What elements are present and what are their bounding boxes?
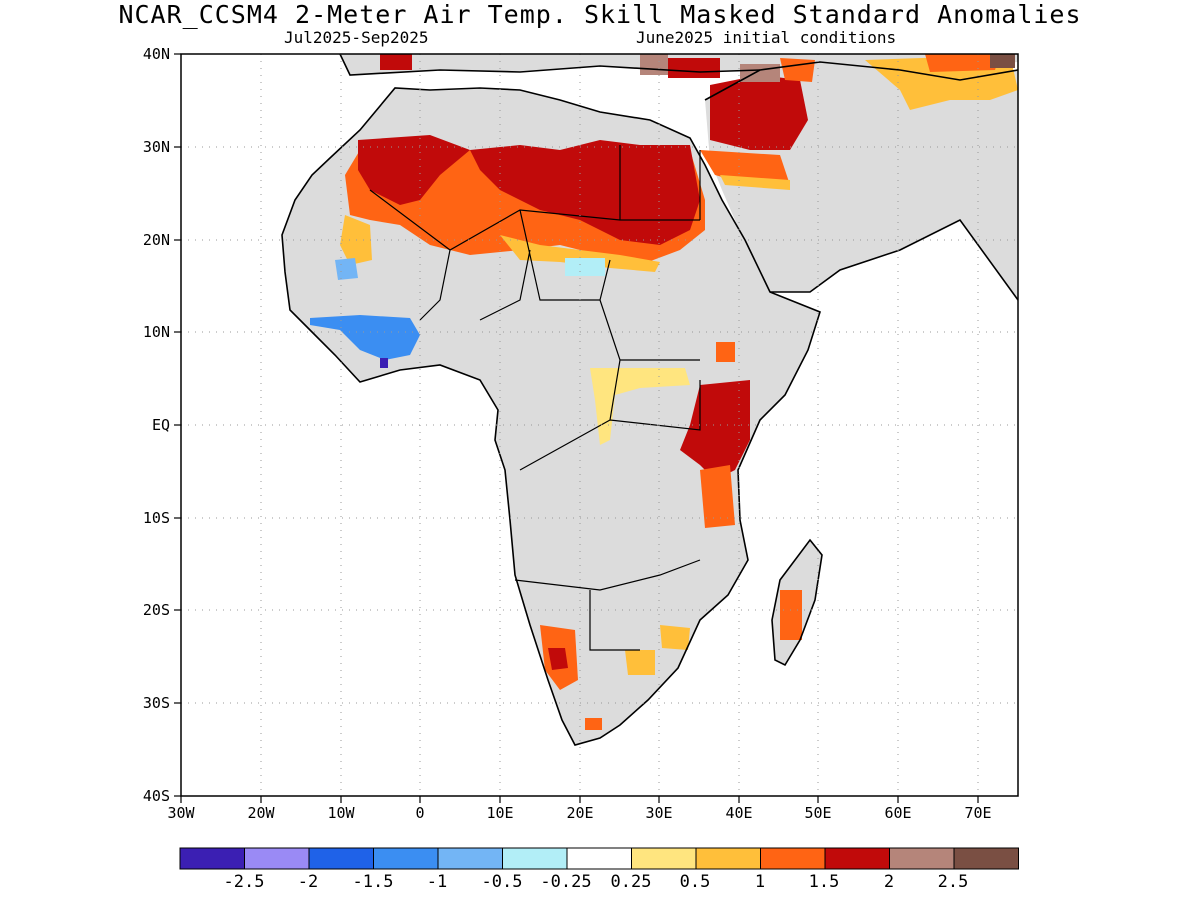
lat-label: 20S	[142, 601, 170, 619]
map-title: NCAR_CCSM4 2-Meter Air Temp. Skill Maske…	[118, 0, 1082, 29]
forecast-period: Jul2025-Sep2025	[284, 28, 429, 47]
colorbar-label: -2	[297, 872, 319, 892]
lon-label: 10E	[486, 804, 514, 822]
colorbar-label: 0.5	[679, 872, 711, 892]
colorbar-swatch	[889, 847, 955, 870]
lat-label: 20N	[142, 231, 170, 249]
lat-label: 10S	[142, 509, 170, 527]
lon-label: 10W	[327, 804, 355, 822]
lon-label: 70E	[964, 804, 992, 822]
colorbar-swatch	[244, 847, 310, 870]
lon-label: 40E	[725, 804, 753, 822]
lon-label: 50E	[804, 804, 832, 822]
lon-label: 20W	[247, 804, 275, 822]
lon-label: 0	[415, 804, 425, 822]
colorbar-swatch	[566, 847, 632, 870]
colorbar-label: 1.5	[808, 872, 840, 892]
colorbar-swatch	[502, 847, 568, 870]
colorbar-label: 2.5	[937, 872, 969, 892]
colorbar-swatch	[953, 847, 1019, 870]
colorbar-swatch	[373, 847, 439, 870]
lat-label: 40S	[142, 787, 170, 805]
colorbar-label: -1	[426, 872, 448, 892]
colorbar-swatch	[179, 847, 245, 870]
africa-landmass	[282, 88, 820, 745]
colorbar-swatch	[631, 847, 697, 870]
lat-label: 30N	[142, 138, 170, 156]
colorbar-label: -2.5	[223, 872, 265, 892]
colorbar-label: -1.5	[352, 872, 394, 892]
colorbar-label: 2	[883, 872, 895, 892]
colorbar-label: -0.5	[481, 872, 523, 892]
lon-label: 30E	[645, 804, 673, 822]
colorbar	[179, 847, 1019, 870]
colorbar-label: -0.25	[540, 872, 592, 892]
lon-label: 30W	[167, 804, 195, 822]
lat-label: EQ	[151, 416, 170, 434]
colorbar-label: 0.25	[610, 872, 652, 892]
initial-conditions: June2025 initial conditions	[636, 28, 897, 47]
colorbar-label: 1	[754, 872, 766, 892]
colorbar-swatch	[308, 847, 374, 870]
colorbar-swatch	[437, 847, 503, 870]
lon-label: 20E	[566, 804, 594, 822]
lat-label: 30S	[142, 694, 170, 712]
colorbar-swatch	[695, 847, 761, 870]
colorbar-swatch	[760, 847, 826, 870]
lon-label: 60E	[884, 804, 912, 822]
colorbar-swatch	[824, 847, 890, 870]
lat-label: 10N	[142, 323, 170, 341]
lat-label: 40N	[142, 45, 170, 63]
